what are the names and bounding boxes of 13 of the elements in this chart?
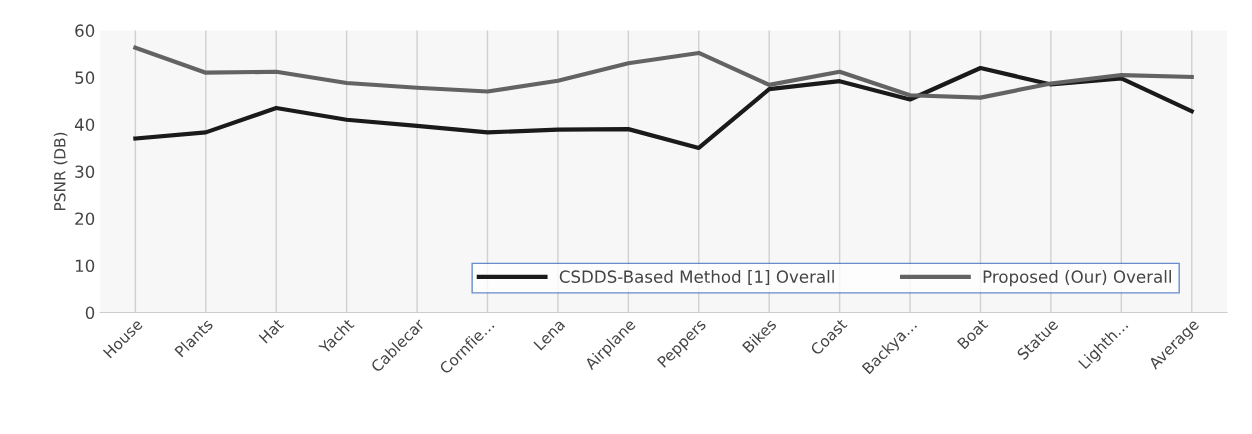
line-series (133, 65, 1194, 151)
y-axis-title: PSNR (DB) (53, 132, 68, 210)
y-tick-label: 30 (75, 165, 95, 178)
y-tick-label: 20 (75, 212, 95, 226)
line-series (133, 45, 1194, 100)
legend-label: CSDDS-Based Method [1] Overall (559, 270, 834, 285)
y-tick-label: 40 (74, 118, 95, 131)
y-tick-label: 10 (75, 259, 95, 273)
y-tick-label: 0 (85, 306, 95, 320)
y-tick-label: 50 (75, 71, 95, 84)
legend-label: Proposed (Our) Overall (983, 270, 1171, 287)
x-tick-label: Hat (258, 317, 285, 344)
y-tick-label: 60 (75, 24, 95, 37)
